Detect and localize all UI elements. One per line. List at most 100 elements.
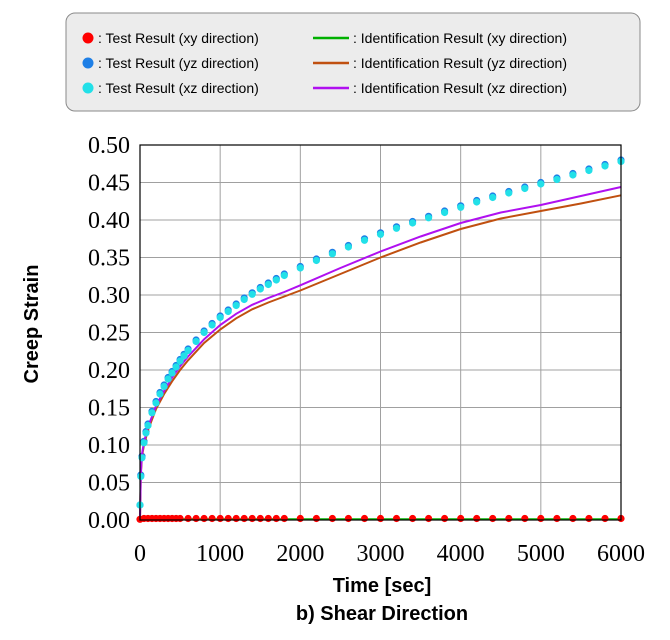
plot-frame bbox=[139, 144, 622, 521]
data-point bbox=[296, 264, 304, 272]
data-point bbox=[192, 514, 200, 523]
data-point bbox=[489, 193, 497, 202]
data-point bbox=[137, 472, 145, 481]
data-point bbox=[208, 514, 216, 523]
data-point bbox=[489, 514, 497, 523]
data-point bbox=[312, 514, 320, 523]
data-point bbox=[140, 439, 148, 447]
data-point bbox=[240, 514, 248, 523]
data-point bbox=[184, 346, 192, 355]
data-point bbox=[505, 514, 513, 523]
data-point bbox=[280, 514, 288, 523]
data-point bbox=[585, 514, 593, 523]
data-point bbox=[200, 514, 208, 523]
data-point bbox=[180, 352, 188, 360]
data-point bbox=[156, 390, 164, 398]
data-point bbox=[569, 514, 577, 523]
legend-label: : Test Result (xz direction) bbox=[98, 80, 259, 96]
y-tick-label: 0.25 bbox=[88, 321, 130, 347]
series-test-result-xz-direction bbox=[136, 157, 625, 509]
y-tick-label: 0.35 bbox=[88, 246, 130, 272]
data-point bbox=[208, 321, 216, 329]
y-tick-label: 0.40 bbox=[88, 208, 130, 234]
y-tick-label: 0.45 bbox=[88, 171, 130, 197]
legend-label: : Test Result (xy direction) bbox=[98, 30, 259, 46]
data-point bbox=[224, 307, 232, 316]
data-point bbox=[272, 514, 280, 523]
data-point bbox=[312, 256, 320, 265]
data-point bbox=[192, 337, 200, 346]
data-point bbox=[360, 236, 369, 244]
data-point bbox=[280, 271, 288, 280]
data-point bbox=[441, 514, 449, 523]
legend-entry-test-result-xy-direction: : Test Result (xy direction) bbox=[82, 30, 259, 46]
y-tick-labels: 0.00 0.05 0.10 0.15 0.20 0.25 0.30 0.35 0.40 0.45… bbox=[88, 133, 130, 534]
data-point bbox=[200, 328, 208, 337]
x-tick-label: 3000 bbox=[357, 541, 405, 567]
y-tick-label: 0.50 bbox=[88, 133, 130, 159]
x-tick-label: 4000 bbox=[437, 541, 485, 567]
y-tick-label: 0.20 bbox=[88, 358, 130, 384]
data-point bbox=[142, 429, 150, 437]
legend-label: : Identification Result (xy direction) bbox=[353, 30, 567, 46]
data-point bbox=[457, 514, 465, 523]
legend-marker bbox=[82, 57, 94, 69]
data-point bbox=[505, 189, 513, 197]
x-axis-title: Time [sec] bbox=[333, 575, 432, 597]
legend-entry-identification-result-xz-direction: : Identification Result (xz direction) bbox=[313, 80, 567, 96]
data-point bbox=[441, 208, 449, 217]
legend-label: : Identification Result (xz direction) bbox=[353, 80, 567, 96]
legend-marker bbox=[82, 82, 94, 94]
data-point bbox=[232, 514, 240, 523]
data-point bbox=[553, 175, 561, 184]
data-point bbox=[537, 180, 545, 188]
data-point bbox=[248, 290, 256, 298]
data-point bbox=[457, 203, 465, 211]
legend: : Test Result (xy direction) : Test Resul… bbox=[65, 12, 641, 112]
y-tick-label: 0.05 bbox=[88, 471, 130, 497]
legend-entry-identification-result-xy-direction: : Identification Result (xy direction) bbox=[313, 30, 567, 46]
data-point bbox=[148, 409, 156, 417]
data-point bbox=[392, 224, 401, 232]
data-point bbox=[152, 399, 160, 407]
data-point bbox=[164, 375, 172, 383]
data-point bbox=[172, 363, 180, 371]
data-point bbox=[216, 313, 224, 322]
data-point bbox=[537, 514, 545, 523]
y-tick-label: 0.30 bbox=[88, 283, 130, 309]
data-point bbox=[473, 514, 481, 523]
legend-items: : Test Result (xy direction) : Test Resul… bbox=[82, 30, 567, 96]
figure-caption: b) Shear Direction bbox=[296, 603, 468, 625]
data-point bbox=[585, 166, 593, 175]
data-point bbox=[360, 514, 369, 523]
data-point bbox=[521, 184, 529, 193]
data-point bbox=[144, 421, 152, 430]
legend-box bbox=[65, 12, 641, 112]
x-tick-label: 6000 bbox=[597, 541, 645, 567]
data-point bbox=[473, 198, 481, 206]
data-point bbox=[409, 514, 417, 523]
data-point bbox=[264, 280, 272, 289]
legend-entry-test-result-yz-direction: : Test Result (yz direction) bbox=[82, 55, 259, 71]
x-tick-label: 2000 bbox=[276, 541, 324, 567]
data-point bbox=[256, 285, 264, 293]
data-point bbox=[224, 514, 232, 523]
data-point bbox=[232, 301, 240, 310]
data-point bbox=[392, 514, 401, 523]
data-point bbox=[264, 514, 272, 523]
data-point bbox=[160, 382, 168, 391]
data-point bbox=[248, 514, 256, 523]
data-point bbox=[344, 243, 352, 251]
x-tick-label: 1000 bbox=[196, 541, 244, 567]
y-tick-label: 0.15 bbox=[88, 396, 130, 422]
data-point bbox=[601, 514, 609, 523]
data-point bbox=[601, 162, 609, 170]
data-point bbox=[216, 514, 224, 523]
legend-marker bbox=[82, 32, 94, 44]
data-point bbox=[168, 369, 176, 377]
data-point bbox=[425, 514, 433, 523]
data-point bbox=[344, 514, 352, 523]
data-point bbox=[176, 357, 184, 365]
legend-entry-identification-result-yz-direction: : Identification Result (yz direction) bbox=[313, 55, 567, 71]
